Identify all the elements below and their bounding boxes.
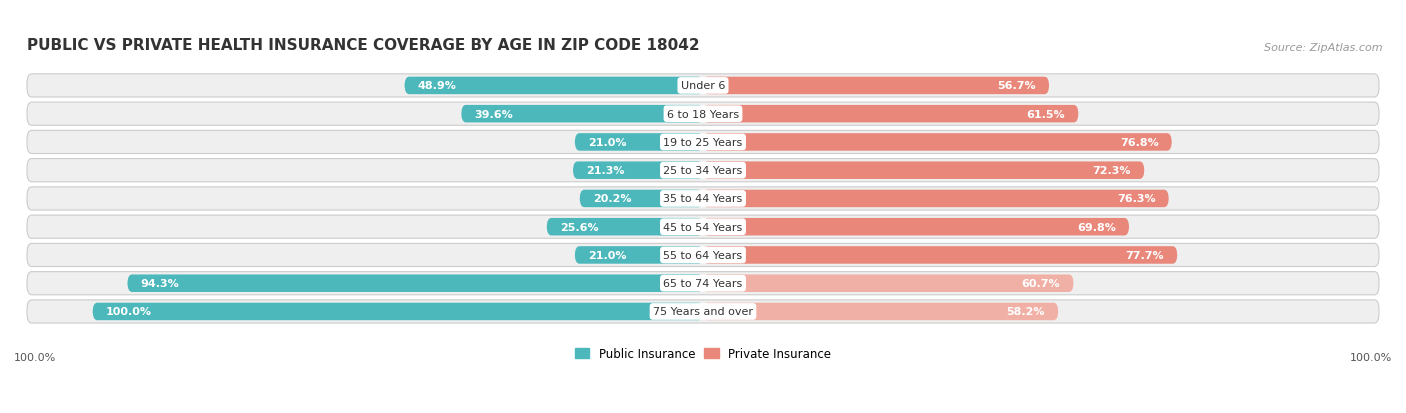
Text: 60.7%: 60.7% (1022, 278, 1060, 289)
FancyBboxPatch shape (703, 162, 1144, 180)
Text: 77.7%: 77.7% (1125, 250, 1164, 260)
Text: 76.3%: 76.3% (1116, 194, 1156, 204)
Text: 25.6%: 25.6% (560, 222, 599, 232)
FancyBboxPatch shape (579, 190, 703, 208)
Text: 94.3%: 94.3% (141, 278, 180, 289)
FancyBboxPatch shape (27, 216, 1379, 239)
Text: 19 to 25 Years: 19 to 25 Years (664, 138, 742, 147)
Text: Source: ZipAtlas.com: Source: ZipAtlas.com (1264, 43, 1384, 53)
FancyBboxPatch shape (703, 247, 1177, 264)
FancyBboxPatch shape (703, 218, 1129, 236)
FancyBboxPatch shape (128, 275, 703, 292)
Text: 72.3%: 72.3% (1092, 166, 1132, 176)
FancyBboxPatch shape (703, 134, 1171, 151)
Text: 76.8%: 76.8% (1121, 138, 1159, 147)
Text: PUBLIC VS PRIVATE HEALTH INSURANCE COVERAGE BY AGE IN ZIP CODE 18042: PUBLIC VS PRIVATE HEALTH INSURANCE COVER… (27, 38, 700, 53)
FancyBboxPatch shape (27, 244, 1379, 267)
Text: 25 to 34 Years: 25 to 34 Years (664, 166, 742, 176)
FancyBboxPatch shape (574, 162, 703, 180)
Text: 56.7%: 56.7% (997, 81, 1036, 91)
Text: 69.8%: 69.8% (1077, 222, 1116, 232)
FancyBboxPatch shape (461, 106, 703, 123)
Text: 21.3%: 21.3% (586, 166, 624, 176)
Text: 35 to 44 Years: 35 to 44 Years (664, 194, 742, 204)
Text: Under 6: Under 6 (681, 81, 725, 91)
Text: 55 to 64 Years: 55 to 64 Years (664, 250, 742, 260)
FancyBboxPatch shape (703, 106, 1078, 123)
FancyBboxPatch shape (27, 272, 1379, 295)
Legend: Public Insurance, Private Insurance: Public Insurance, Private Insurance (571, 343, 835, 366)
Text: 21.0%: 21.0% (588, 250, 627, 260)
Text: 61.5%: 61.5% (1026, 109, 1066, 119)
FancyBboxPatch shape (703, 303, 1059, 320)
FancyBboxPatch shape (27, 131, 1379, 154)
FancyBboxPatch shape (27, 188, 1379, 211)
Text: 100.0%: 100.0% (105, 307, 152, 317)
Text: 65 to 74 Years: 65 to 74 Years (664, 278, 742, 289)
Text: 39.6%: 39.6% (474, 109, 513, 119)
Text: 45 to 54 Years: 45 to 54 Years (664, 222, 742, 232)
FancyBboxPatch shape (27, 75, 1379, 98)
Text: 6 to 18 Years: 6 to 18 Years (666, 109, 740, 119)
FancyBboxPatch shape (547, 218, 703, 236)
FancyBboxPatch shape (27, 103, 1379, 126)
Text: 58.2%: 58.2% (1007, 307, 1045, 317)
FancyBboxPatch shape (405, 78, 703, 95)
Text: 75 Years and over: 75 Years and over (652, 307, 754, 317)
FancyBboxPatch shape (575, 134, 703, 151)
FancyBboxPatch shape (93, 303, 703, 320)
FancyBboxPatch shape (27, 159, 1379, 182)
FancyBboxPatch shape (27, 300, 1379, 323)
FancyBboxPatch shape (575, 247, 703, 264)
Text: 20.2%: 20.2% (593, 194, 631, 204)
Text: 100.0%: 100.0% (14, 353, 56, 363)
FancyBboxPatch shape (703, 190, 1168, 208)
FancyBboxPatch shape (703, 275, 1074, 292)
Text: 21.0%: 21.0% (588, 138, 627, 147)
Text: 48.9%: 48.9% (418, 81, 457, 91)
Text: 100.0%: 100.0% (1350, 353, 1392, 363)
FancyBboxPatch shape (703, 78, 1049, 95)
